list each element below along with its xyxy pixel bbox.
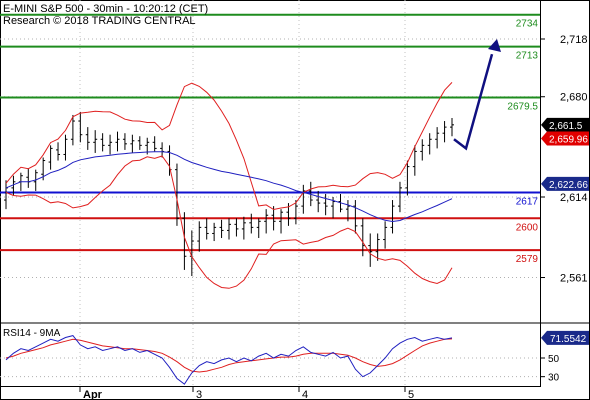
ohlc-bar (137, 136, 142, 150)
projection-arrowhead (488, 39, 501, 52)
ohlc-bar (256, 218, 261, 239)
resistance-label-0: 2734 (516, 19, 539, 30)
price-badge: 2,661.5 (549, 121, 583, 132)
rsi-badge-bg (541, 330, 589, 345)
ohlc-bar (405, 160, 410, 196)
ohlc-bar (249, 213, 254, 234)
ohlc-bar (152, 136, 157, 152)
ma-badge: 2,622.66 (549, 180, 588, 191)
rsi-title: RSI14 - 9MA (3, 328, 61, 339)
x-tick-label-0: Apr (83, 389, 103, 400)
ohlc-bar (353, 200, 358, 234)
ohlc-bar (219, 219, 224, 239)
rsi-y-tick-label-1: 30 (548, 373, 560, 384)
y-tick-label-2: 2,614 (560, 192, 588, 204)
ohlc-bar (368, 233, 373, 267)
rsi-line (5, 335, 453, 385)
ohlc-bar (26, 168, 31, 188)
rsi-badge: 71.5542 (550, 334, 587, 345)
ohlc-bar (279, 209, 284, 234)
ohlc-bar (345, 200, 350, 222)
ohlc-bar (85, 127, 90, 150)
ohlc-bar (227, 218, 231, 240)
ohlc-bar (375, 233, 380, 261)
ohlc-bar (435, 127, 440, 149)
ohlc-bar (182, 212, 187, 270)
ohlc-bar (160, 142, 165, 158)
bollinger-badge-bg (541, 131, 589, 146)
ohlc-bar (323, 193, 328, 216)
ohlc-bar (115, 131, 120, 152)
bollinger-badge: 2,659.96 (549, 135, 588, 146)
ohlc-bar (420, 139, 425, 161)
ohlc-bar (63, 134, 68, 161)
ohlc-bar (197, 221, 202, 252)
copyright-text: Research © 2018 TRADING CENTRAL (3, 15, 196, 27)
x-tick-label-2: 4 (302, 389, 308, 400)
ohlc-bar (11, 175, 16, 196)
ohlc-bar (301, 184, 306, 214)
ohlc-bar (4, 180, 8, 210)
ohlc-bar (48, 145, 53, 170)
resistance-label-2: 2679.5 (507, 101, 538, 112)
bollinger-lower (5, 155, 453, 289)
ohlc-bar (271, 206, 276, 231)
ohlc-bar (78, 111, 83, 143)
ohlc-bar (100, 133, 105, 152)
ohlc-bar (390, 200, 395, 234)
ma-badge-bg (541, 176, 589, 191)
rsi-ma-line (5, 338, 453, 373)
y-tick-label-1: 2,680 (560, 92, 588, 104)
bollinger-upper (5, 82, 453, 211)
ohlc-bar (108, 134, 113, 155)
y-tick-label-0: 2,718 (560, 34, 588, 46)
ohlc-bar (397, 181, 402, 213)
ohlc-bar (204, 218, 209, 240)
x-tick-label-3: 5 (408, 389, 414, 400)
ohlc-bar (264, 209, 269, 234)
ohlc-bar (234, 218, 239, 237)
ohlc-bar (122, 133, 127, 150)
ohlc-bar (241, 216, 246, 240)
ohlc-bar (316, 190, 321, 213)
rsi-y-tick-label-0: 50 (548, 354, 560, 365)
ohlc-bar (293, 200, 298, 225)
ohlc-bar (212, 222, 217, 242)
projection-arrow (453, 53, 494, 151)
ohlc-bar (442, 121, 447, 143)
ohlc-bar (412, 145, 417, 176)
ohlc-bar (383, 221, 388, 249)
pivot-label-3: 2617 (516, 196, 539, 207)
ohlc-bar (56, 142, 61, 161)
ohlc-bar (70, 114, 75, 146)
ohlc-bar (93, 130, 98, 153)
ohlc-bar (450, 118, 454, 137)
y-tick-label-3: 2,561 (560, 273, 588, 285)
price-badge-bg (541, 117, 589, 132)
resistance-label-1: 2713 (516, 51, 539, 62)
support-label-5: 2579 (516, 254, 539, 265)
chart-title: E-MINI S&P 500 - 30min - 10:20:12 (CET) (3, 3, 209, 15)
support-label-4: 2600 (516, 222, 539, 233)
moving-average-line (5, 151, 453, 223)
ohlc-bar (174, 163, 179, 226)
ohlc-bar (427, 133, 432, 155)
ohlc-bar (130, 134, 135, 153)
x-tick-label-1: 3 (196, 389, 202, 400)
